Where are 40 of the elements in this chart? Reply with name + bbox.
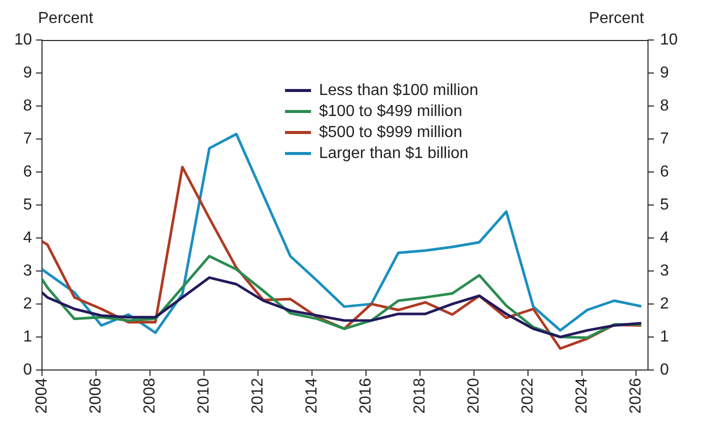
y2-axis-title: Percent	[588, 10, 644, 28]
y2-tick-label: 0	[660, 361, 669, 378]
y2-tick-label: 8	[660, 97, 669, 114]
legend-label: $500 to $999 million	[318, 122, 464, 142]
x-tick-label: 2004	[33, 378, 50, 414]
x-tick-label: 2024	[573, 378, 590, 414]
y2-tick-label: 5	[660, 196, 669, 214]
y-tick-label: 5	[23, 196, 32, 214]
y-tick-label: 2	[23, 295, 32, 312]
x-tick-label: 2026	[627, 378, 644, 414]
x-tick-label: 2010	[195, 378, 212, 414]
y-tick-label: 1	[23, 328, 32, 346]
x-tick-label: 2018	[411, 378, 428, 414]
y-tick-label: 0	[23, 361, 32, 378]
y2-tick-label: 10	[660, 31, 678, 48]
y-tick-label: 4	[23, 229, 32, 246]
y-tick-label: 8	[23, 97, 32, 114]
y2-tick-label: 4	[660, 229, 669, 246]
y2-tick-label: 7	[660, 130, 669, 148]
y2-tick-label: 1	[660, 328, 669, 346]
x-tick-label: 2006	[87, 378, 104, 414]
x-tick-label: 2020	[465, 378, 482, 414]
y2-tick-label: 2	[660, 295, 669, 312]
y-tick-label: 9	[23, 64, 32, 82]
y-tick-label: 7	[23, 130, 32, 148]
y-tick-label: 3	[23, 262, 32, 280]
y-tick-label: 10	[14, 31, 32, 48]
y-tick-label: 6	[23, 163, 32, 180]
x-tick-label: 2012	[249, 378, 266, 414]
y2-tick-label: 6	[660, 163, 669, 180]
legend-label: Larger than $1 billion	[318, 144, 470, 164]
x-tick-label: 2014	[303, 378, 320, 414]
x-tick-label: 2016	[357, 378, 374, 414]
y2-tick-label: 3	[660, 262, 669, 280]
x-tick-label: 2008	[141, 378, 158, 414]
y-axis-title: Percent	[38, 10, 94, 28]
x-tick-label: 2022	[519, 378, 536, 414]
y2-tick-label: 9	[660, 64, 669, 82]
legend-label: $100 to $499 million	[318, 102, 464, 122]
legend-label: Less than $100 million	[318, 80, 478, 100]
